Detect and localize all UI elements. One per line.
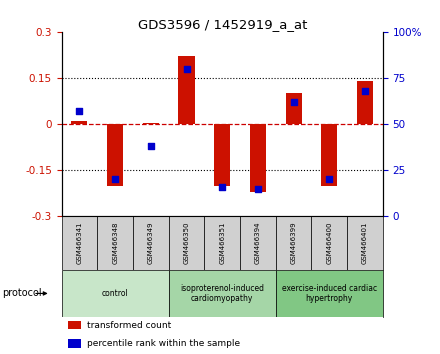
Bar (62, 216, 97, 270)
Text: GSM466399: GSM466399 (290, 222, 297, 264)
Text: GSM466401: GSM466401 (362, 222, 368, 264)
Bar (347, 216, 383, 270)
Text: isoproterenol-induced
cardiomyopathy: isoproterenol-induced cardiomyopathy (180, 284, 264, 303)
Bar (107, 124, 123, 185)
Bar (169, 216, 204, 270)
Bar (71, 121, 88, 124)
Point (254, 186, 261, 192)
Text: GSM466400: GSM466400 (326, 222, 332, 264)
Bar (179, 56, 194, 124)
Point (76, 108, 83, 114)
Bar (133, 216, 169, 270)
Text: GSM466351: GSM466351 (219, 222, 225, 264)
Text: protocol: protocol (2, 289, 42, 298)
Point (219, 184, 226, 190)
Text: GSM466348: GSM466348 (112, 222, 118, 264)
Bar (169, 270, 276, 317)
Text: GSM466349: GSM466349 (148, 222, 154, 264)
Text: control: control (102, 289, 128, 298)
Text: exercise-induced cardiac
hypertrophy: exercise-induced cardiac hypertrophy (282, 284, 377, 303)
Text: transformed count: transformed count (87, 321, 172, 330)
Bar (214, 124, 230, 185)
Point (183, 66, 190, 72)
Point (361, 88, 368, 94)
Bar (357, 81, 373, 124)
Text: GSM466350: GSM466350 (183, 222, 190, 264)
Text: GSM466341: GSM466341 (77, 222, 82, 264)
Bar (321, 124, 337, 185)
Bar (62, 270, 169, 317)
Bar (204, 216, 240, 270)
Text: percentile rank within the sample: percentile rank within the sample (87, 339, 240, 348)
Point (326, 177, 333, 182)
Bar (276, 270, 383, 317)
Bar (250, 124, 266, 192)
Point (290, 99, 297, 105)
Bar (143, 122, 159, 124)
Text: GSM466394: GSM466394 (255, 222, 261, 264)
Bar (312, 216, 347, 270)
Bar (276, 216, 312, 270)
Point (112, 177, 119, 182)
Title: GDS3596 / 1452919_a_at: GDS3596 / 1452919_a_at (138, 18, 307, 31)
Bar (97, 216, 133, 270)
Bar (68, 339, 81, 348)
Bar (68, 321, 81, 329)
Bar (240, 216, 276, 270)
Point (147, 143, 154, 149)
Bar (286, 93, 301, 124)
